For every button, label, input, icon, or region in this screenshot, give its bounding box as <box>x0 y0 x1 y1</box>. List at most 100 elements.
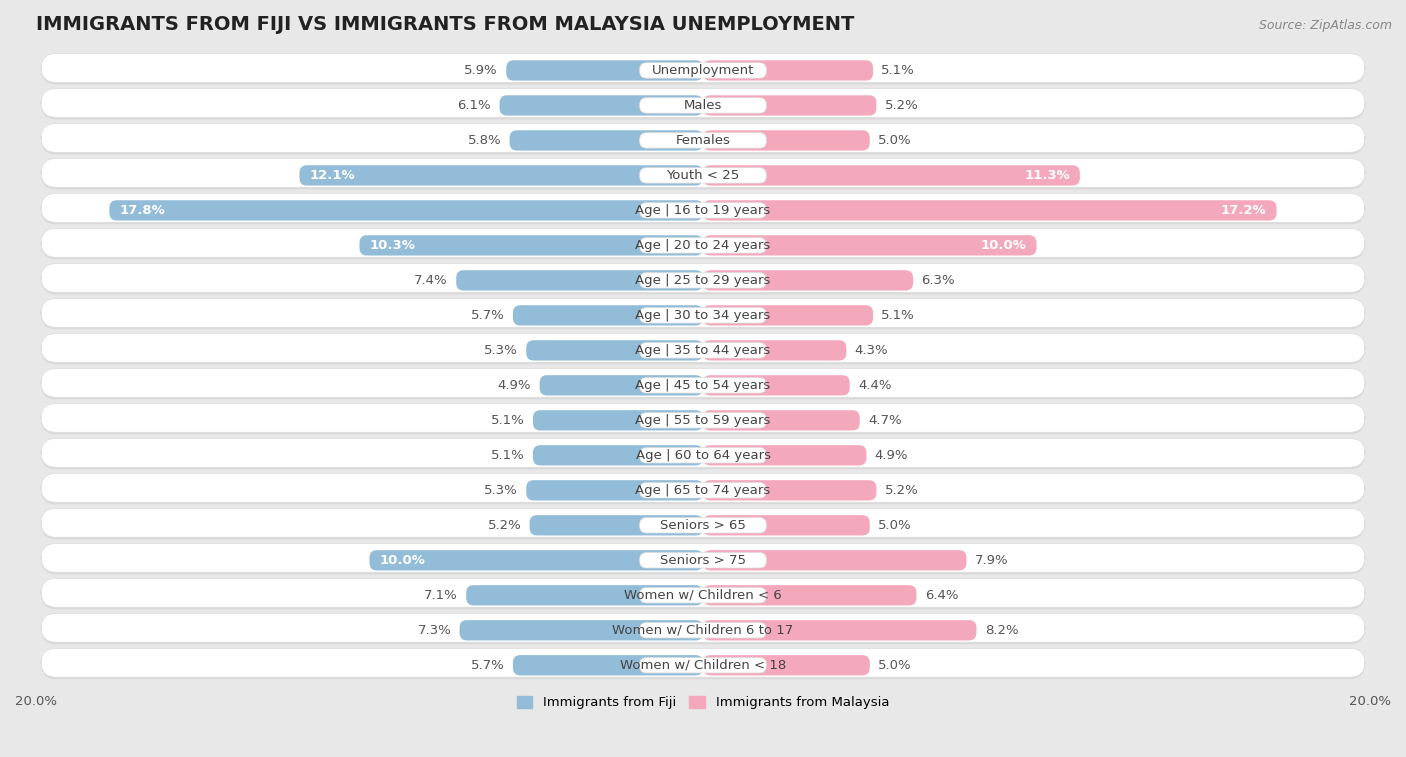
FancyBboxPatch shape <box>530 516 703 535</box>
Text: Females: Females <box>675 134 731 147</box>
Text: 5.8%: 5.8% <box>468 134 501 147</box>
FancyBboxPatch shape <box>41 613 1365 642</box>
Text: 4.7%: 4.7% <box>868 414 901 427</box>
FancyBboxPatch shape <box>703 61 873 80</box>
FancyBboxPatch shape <box>41 650 1365 679</box>
FancyBboxPatch shape <box>540 375 703 395</box>
FancyBboxPatch shape <box>41 546 1365 575</box>
Text: Source: ZipAtlas.com: Source: ZipAtlas.com <box>1258 19 1392 32</box>
FancyBboxPatch shape <box>703 235 1036 256</box>
FancyBboxPatch shape <box>703 305 873 326</box>
FancyBboxPatch shape <box>506 61 703 80</box>
FancyBboxPatch shape <box>499 95 703 116</box>
FancyBboxPatch shape <box>640 658 766 673</box>
FancyBboxPatch shape <box>703 375 849 395</box>
FancyBboxPatch shape <box>41 369 1365 397</box>
FancyBboxPatch shape <box>640 587 766 603</box>
FancyBboxPatch shape <box>703 340 846 360</box>
FancyBboxPatch shape <box>41 196 1365 224</box>
Text: 5.9%: 5.9% <box>464 64 498 77</box>
Text: 5.7%: 5.7% <box>471 309 505 322</box>
FancyBboxPatch shape <box>703 585 917 606</box>
FancyBboxPatch shape <box>41 509 1365 537</box>
FancyBboxPatch shape <box>703 620 977 640</box>
FancyBboxPatch shape <box>41 126 1365 154</box>
Text: 12.1%: 12.1% <box>309 169 356 182</box>
FancyBboxPatch shape <box>640 307 766 323</box>
FancyBboxPatch shape <box>41 231 1365 260</box>
Text: 5.2%: 5.2% <box>884 99 918 112</box>
FancyBboxPatch shape <box>41 334 1365 363</box>
FancyBboxPatch shape <box>41 159 1365 187</box>
Text: 11.3%: 11.3% <box>1024 169 1070 182</box>
FancyBboxPatch shape <box>41 54 1365 83</box>
FancyBboxPatch shape <box>41 474 1365 502</box>
FancyBboxPatch shape <box>41 578 1365 607</box>
Text: 5.1%: 5.1% <box>882 64 915 77</box>
FancyBboxPatch shape <box>703 95 876 116</box>
FancyBboxPatch shape <box>509 130 703 151</box>
FancyBboxPatch shape <box>703 655 870 675</box>
Text: Women w/ Children < 18: Women w/ Children < 18 <box>620 659 786 671</box>
FancyBboxPatch shape <box>640 343 766 358</box>
FancyBboxPatch shape <box>41 194 1365 223</box>
FancyBboxPatch shape <box>703 445 866 466</box>
FancyBboxPatch shape <box>41 91 1365 120</box>
FancyBboxPatch shape <box>41 441 1365 469</box>
FancyBboxPatch shape <box>640 518 766 533</box>
Text: 5.1%: 5.1% <box>491 414 524 427</box>
FancyBboxPatch shape <box>703 550 966 571</box>
Text: Youth < 25: Youth < 25 <box>666 169 740 182</box>
FancyBboxPatch shape <box>640 378 766 393</box>
FancyBboxPatch shape <box>640 553 766 568</box>
FancyBboxPatch shape <box>640 98 766 113</box>
FancyBboxPatch shape <box>41 544 1365 572</box>
FancyBboxPatch shape <box>640 622 766 638</box>
Text: Age | 45 to 54 years: Age | 45 to 54 years <box>636 378 770 392</box>
FancyBboxPatch shape <box>703 165 1080 185</box>
FancyBboxPatch shape <box>41 89 1365 117</box>
FancyBboxPatch shape <box>41 229 1365 257</box>
FancyBboxPatch shape <box>526 340 703 360</box>
Text: 6.1%: 6.1% <box>457 99 491 112</box>
FancyBboxPatch shape <box>299 165 703 185</box>
FancyBboxPatch shape <box>640 63 766 78</box>
Text: Age | 25 to 29 years: Age | 25 to 29 years <box>636 274 770 287</box>
FancyBboxPatch shape <box>703 480 876 500</box>
FancyBboxPatch shape <box>640 132 766 148</box>
FancyBboxPatch shape <box>360 235 703 256</box>
Text: 4.9%: 4.9% <box>875 449 908 462</box>
FancyBboxPatch shape <box>640 273 766 288</box>
Text: 7.1%: 7.1% <box>425 589 458 602</box>
FancyBboxPatch shape <box>41 615 1365 644</box>
Text: 5.3%: 5.3% <box>484 344 517 357</box>
Text: 5.1%: 5.1% <box>491 449 524 462</box>
FancyBboxPatch shape <box>41 649 1365 678</box>
FancyBboxPatch shape <box>41 371 1365 400</box>
FancyBboxPatch shape <box>703 516 870 535</box>
Text: Males: Males <box>683 99 723 112</box>
Text: 4.9%: 4.9% <box>498 378 531 392</box>
FancyBboxPatch shape <box>41 406 1365 435</box>
FancyBboxPatch shape <box>640 447 766 463</box>
Text: 10.0%: 10.0% <box>980 239 1026 252</box>
FancyBboxPatch shape <box>513 655 703 675</box>
Text: Seniors > 65: Seniors > 65 <box>659 519 747 532</box>
Text: 5.2%: 5.2% <box>884 484 918 497</box>
Text: 17.2%: 17.2% <box>1220 204 1267 217</box>
FancyBboxPatch shape <box>110 201 703 220</box>
Text: Age | 20 to 24 years: Age | 20 to 24 years <box>636 239 770 252</box>
Text: 17.8%: 17.8% <box>120 204 165 217</box>
Text: 4.3%: 4.3% <box>855 344 889 357</box>
FancyBboxPatch shape <box>41 301 1365 329</box>
FancyBboxPatch shape <box>41 403 1365 432</box>
FancyBboxPatch shape <box>703 201 1277 220</box>
FancyBboxPatch shape <box>703 410 859 431</box>
FancyBboxPatch shape <box>41 581 1365 609</box>
Text: 4.4%: 4.4% <box>858 378 891 392</box>
FancyBboxPatch shape <box>703 270 912 291</box>
Legend: Immigrants from Fiji, Immigrants from Malaysia: Immigrants from Fiji, Immigrants from Ma… <box>512 690 894 715</box>
FancyBboxPatch shape <box>41 475 1365 504</box>
FancyBboxPatch shape <box>41 263 1365 292</box>
FancyBboxPatch shape <box>41 335 1365 364</box>
